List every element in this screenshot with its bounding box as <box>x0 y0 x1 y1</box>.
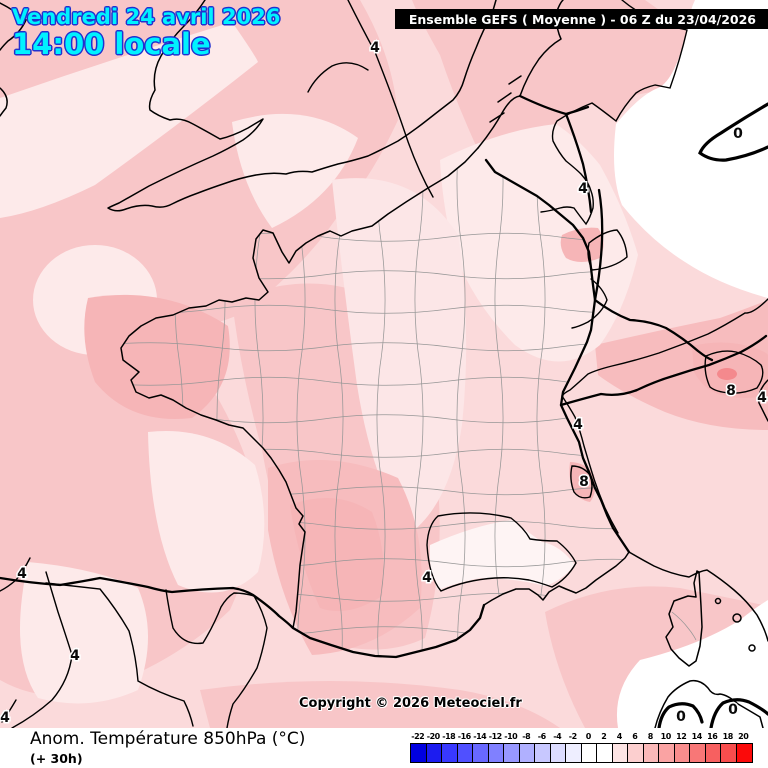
legend-tick: 2 <box>601 732 607 741</box>
legend-cell <box>581 744 597 762</box>
legend-tick: -16 <box>457 732 471 741</box>
contour-label: 0 <box>676 709 686 725</box>
copyright-notice: Copyright © 2026 Meteociel.fr <box>299 696 522 711</box>
contour-label: 4 <box>0 710 10 726</box>
legend-tick: 10 <box>660 732 672 741</box>
legend-tick: 16 <box>707 732 718 741</box>
legend-tick: -14 <box>473 732 487 741</box>
legend-cell <box>504 744 520 762</box>
legend-cell <box>566 744 582 762</box>
legend-tick: -10 <box>504 732 518 741</box>
contour-label: 8 <box>726 383 736 399</box>
model-run-label: Ensemble GEFS ( Moyenne ) - 06 Z du 23/0… <box>408 11 756 27</box>
forecast-datetime: Vendredi 24 avril 2026 14:00 locale <box>12 5 281 62</box>
legend-tick: -22 <box>411 732 425 741</box>
contour-lines <box>0 0 768 729</box>
legend-tick: -4 <box>553 732 562 741</box>
contour-label: 0 <box>728 702 738 718</box>
legend-tick: -6 <box>537 732 546 741</box>
legend-cell <box>721 744 737 762</box>
legend-tick: 12 <box>676 732 687 741</box>
country-borders <box>0 94 768 659</box>
model-run-bar: Ensemble GEFS ( Moyenne ) - 06 Z du 23/0… <box>394 9 768 29</box>
legend-cell <box>628 744 644 762</box>
legend-cell <box>519 744 535 762</box>
legend-tick: 14 <box>691 732 703 741</box>
legend-cell <box>411 744 427 762</box>
contour-label: 4 <box>370 40 380 56</box>
color-scale-legend: -22 -20 -18 -16 -14 -12 -10 -8 -6 -4 -2 0 2 4 6 8 10 12 14… <box>410 732 753 763</box>
corsica-department-border <box>671 611 697 641</box>
legend-tick: 18 <box>722 732 734 741</box>
legend-tick: 4 <box>616 732 623 741</box>
contour-label: 4 <box>70 648 80 664</box>
legend-tick: 0 <box>585 732 592 741</box>
contour-label: 4 <box>578 181 588 197</box>
legend-cell <box>550 744 566 762</box>
legend-cell <box>473 744 489 762</box>
legend-tick: -12 <box>488 732 502 741</box>
contour-label: 0 <box>733 126 743 142</box>
legend-tick: -20 <box>426 732 440 741</box>
forecast-time: 14:00 locale <box>12 27 211 62</box>
legend-tick: 20 <box>738 732 749 741</box>
legend-tick: 8 <box>647 732 654 741</box>
contour-value-labels: 4 4 0 8 4 4 8 4 4 4 4 0 0 <box>0 39 768 728</box>
legend-cell <box>442 744 458 762</box>
legend-cell <box>612 744 628 762</box>
legend-cell <box>643 744 659 762</box>
legend-tick: 6 <box>632 732 638 741</box>
legend-tick: -8 <box>522 732 531 741</box>
contour-label: 4 <box>757 390 767 406</box>
legend-cell <box>705 744 721 762</box>
legend-cell <box>597 744 613 762</box>
map-parameter-title: Anom. Température 850hPa (°C) <box>30 729 306 749</box>
legend-cell <box>674 744 690 762</box>
legend-cell <box>535 744 551 762</box>
legend-tick: -18 <box>442 732 456 741</box>
legend-tick-labels: -22 -20 -18 -16 -14 -12 -10 -8 -6 -4 -2 0 2 4 6 8 10 12 14… <box>410 732 753 743</box>
legend-cell <box>659 744 675 762</box>
forecast-lead-time: (+ 30h) <box>30 751 83 766</box>
contour-label: 8 <box>579 474 589 490</box>
legend-cell <box>488 744 504 762</box>
anomaly-shading-layer <box>0 0 768 730</box>
zero-contour-lines <box>657 102 768 730</box>
legend-cell <box>426 744 442 762</box>
contour-label: 4 <box>17 566 27 582</box>
coastlines <box>0 0 768 729</box>
legend-tick: -2 <box>568 732 577 741</box>
legend-cell <box>736 744 752 762</box>
legend-color-bar <box>410 743 753 763</box>
contour-label: 4 <box>422 570 432 586</box>
legend-cell <box>690 744 706 762</box>
contour-label: 4 <box>573 417 583 433</box>
forecast-date: Vendredi 24 avril 2026 <box>12 5 281 29</box>
legend-cell <box>457 744 473 762</box>
